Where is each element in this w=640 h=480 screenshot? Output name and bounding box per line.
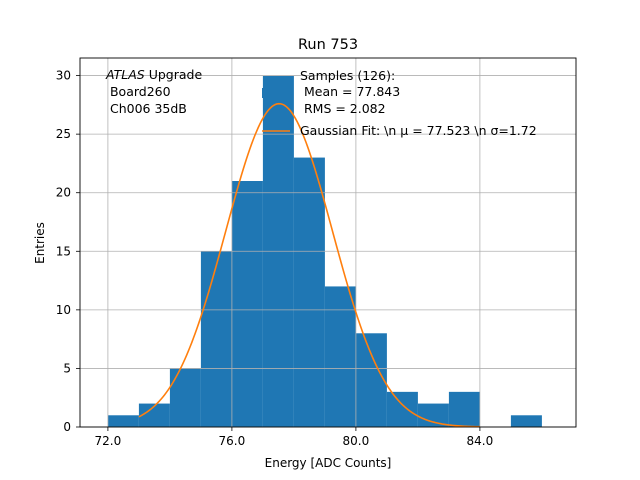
histogram-bar <box>386 391 418 427</box>
annotation-line-1: ATLAS Upgrade <box>105 67 202 82</box>
plot-frame <box>79 57 577 428</box>
x-tick-label: 72.0 <box>95 434 122 448</box>
y-tick-label: 20 <box>56 186 71 200</box>
y-tick-label: 15 <box>56 244 71 258</box>
y-axis-label: Entries <box>33 222 47 264</box>
annotation-line-2: Board260 <box>106 84 171 99</box>
gaussian-fit-curve <box>138 102 480 428</box>
y-tick-label: 5 <box>63 361 71 375</box>
legend-samples-line-1: Samples (126): <box>300 68 395 83</box>
histogram-bar <box>107 415 139 427</box>
legend-samples-patch <box>262 88 290 98</box>
legend-samples-line-2: Mean = 77.843 <box>300 84 400 99</box>
x-tick-label: 84.0 <box>467 434 494 448</box>
y-axis-ticks: 0 5 10 15 20 25 30 <box>56 69 80 434</box>
x-tick-label: 76.0 <box>219 434 246 448</box>
chart-title: Run 753 <box>298 37 358 53</box>
histogram-bar <box>417 403 449 427</box>
y-tick-label: 30 <box>56 69 71 83</box>
annotation-atlas-italic: ATLAS <box>105 67 145 82</box>
y-tick-label: 0 <box>63 420 71 434</box>
histogram-bar <box>200 251 232 427</box>
y-tick-label: 10 <box>56 303 71 317</box>
histogram-bar <box>231 181 263 427</box>
histogram-bar <box>293 157 325 428</box>
legend-fit-label: Gaussian Fit: \n μ = 77.523 \n σ=1.72 <box>300 123 537 138</box>
histogram-bar <box>324 286 356 427</box>
histogram-bar <box>510 415 542 427</box>
histogram-bar <box>169 368 201 427</box>
annotation-upgrade: Upgrade <box>145 67 203 82</box>
histogram-bar <box>448 391 480 427</box>
x-tick-label: 80.0 <box>343 434 370 448</box>
y-tick-label: 25 <box>56 127 71 141</box>
legend-samples-line-3: RMS = 2.082 <box>300 101 386 116</box>
histogram-bar <box>138 403 170 427</box>
legend: Samples (126): Mean = 77.843 RMS = 2.082… <box>262 68 537 138</box>
histogram-bar <box>355 333 387 427</box>
atlas-annotation: ATLAS Upgrade Board260 Ch006 35dB <box>105 67 202 116</box>
annotation-line-3: Ch006 35dB <box>106 101 187 116</box>
x-axis-label: Energy [ADC Counts] <box>265 456 392 470</box>
x-axis-ticks: 72.0 76.0 80.0 84.0 <box>95 427 494 448</box>
